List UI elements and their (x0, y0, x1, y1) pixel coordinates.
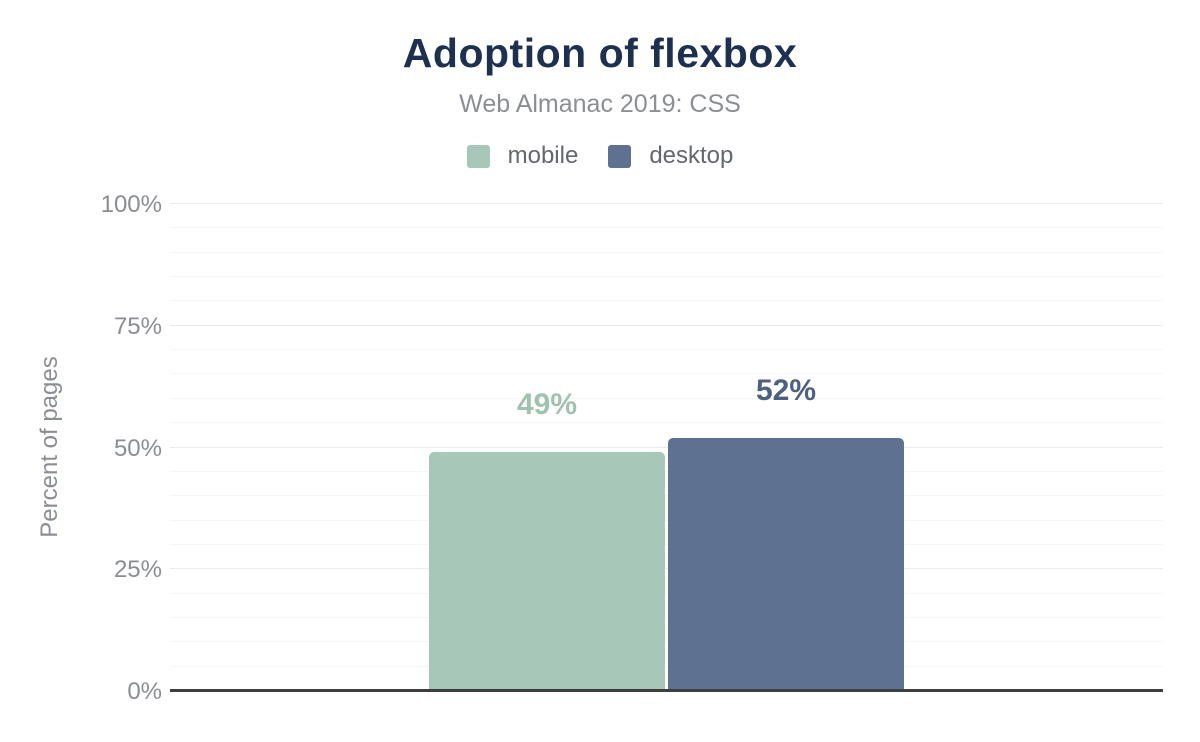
gridline-70 (170, 349, 1163, 351)
gridline-75 (170, 324, 1163, 326)
legend-label-desktop: desktop (649, 142, 734, 169)
bar-value-label-desktop: 52% (755, 373, 817, 407)
bar-desktop[interactable] (668, 437, 904, 691)
chart-title: Adoption of flexbox (402, 30, 798, 76)
chart-legend: mobile desktop (0, 142, 1200, 170)
x-axis-line (170, 689, 1163, 692)
gridline-30 (170, 543, 1163, 545)
gridline-5 (170, 665, 1163, 667)
legend-label-mobile: mobile (507, 142, 579, 169)
gridline-20 (170, 592, 1163, 594)
gridline-80 (170, 300, 1163, 302)
chart-subtitle: Web Almanac 2019: CSS (459, 90, 741, 118)
legend-swatch-mobile (466, 144, 490, 168)
gridline-15 (170, 616, 1163, 618)
gridline-90 (170, 251, 1163, 253)
bar-value-label-mobile: 49% (516, 388, 578, 422)
gridline-85 (170, 276, 1163, 278)
gridline-55 (170, 422, 1163, 424)
gridline-40 (170, 495, 1163, 497)
gridline-95 (170, 227, 1163, 229)
y-tick-75: 75% (113, 312, 162, 340)
legend-swatch-desktop (608, 144, 632, 168)
gridline-100 (170, 203, 1163, 204)
y-tick-50: 50% (113, 434, 162, 462)
plot-area: 49% 52% (170, 203, 1163, 692)
legend-item-desktop[interactable]: desktop (608, 142, 733, 170)
y-tick-100: 100% (100, 191, 162, 218)
gridline-25 (170, 568, 1163, 570)
gridline-10 (170, 641, 1163, 643)
gridline-50 (170, 446, 1163, 448)
gridline-45 (170, 470, 1163, 472)
y-tick-25: 25% (113, 556, 162, 584)
gridline-35 (170, 519, 1163, 521)
y-axis-ticks: 0% 25% 50% 75% 100% (0, 191, 162, 705)
legend-item-mobile[interactable]: mobile (466, 142, 579, 170)
y-tick-0: 0% (127, 678, 162, 705)
bar-mobile[interactable] (429, 452, 665, 691)
gridline-60 (170, 397, 1163, 399)
gridline-65 (170, 373, 1163, 375)
